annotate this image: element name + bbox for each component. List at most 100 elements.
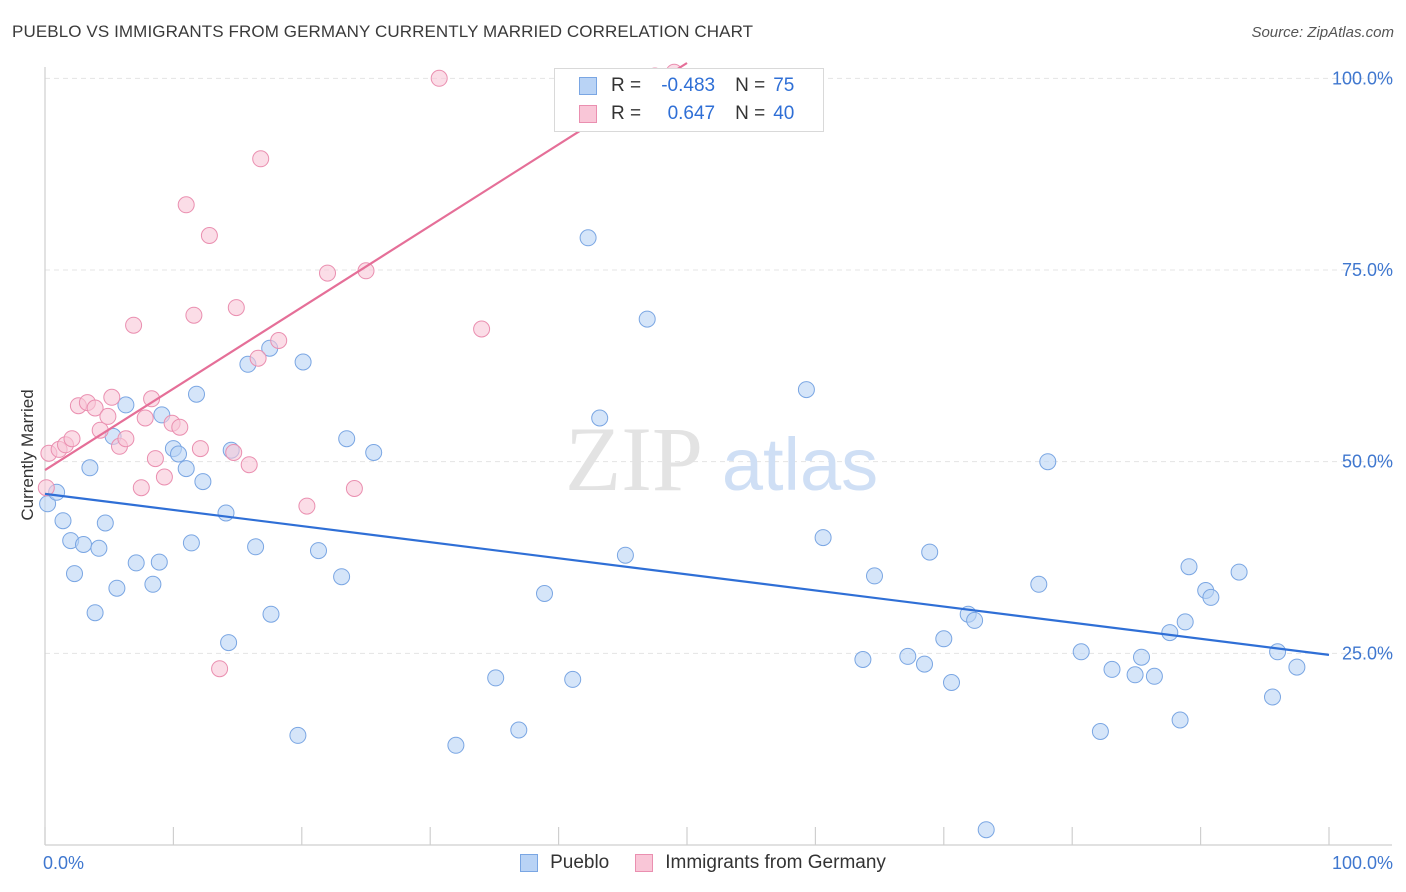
germany-point bbox=[155, 468, 173, 486]
y-tick-label: 25.0% bbox=[1342, 643, 1393, 663]
pueblo-swatch bbox=[579, 77, 597, 95]
r-label: R = bbox=[611, 75, 642, 96]
pueblo-point bbox=[75, 536, 92, 553]
pueblo-point bbox=[1091, 723, 1109, 740]
x-tick-label: 100.0% bbox=[1332, 853, 1393, 873]
pueblo-point bbox=[66, 565, 83, 583]
legend-item-pueblo[interactable]: Pueblo bbox=[520, 852, 609, 874]
pueblo-point bbox=[1288, 658, 1306, 676]
pueblo-point bbox=[217, 504, 235, 522]
germany-point bbox=[319, 264, 336, 282]
pueblo-point bbox=[935, 630, 953, 648]
germany-point bbox=[117, 430, 135, 448]
pueblo-point bbox=[1072, 643, 1090, 661]
pueblo-point bbox=[1180, 558, 1198, 576]
germany-point bbox=[185, 306, 203, 324]
pueblo-point bbox=[591, 409, 609, 427]
legend-item-germany[interactable]: Immigrants from Germany bbox=[635, 852, 886, 874]
pueblo-point bbox=[1269, 643, 1287, 661]
pueblo-swatch bbox=[520, 854, 539, 872]
series-legend: Pueblo Immigrants from Germany bbox=[0, 852, 1406, 874]
pueblo-point bbox=[1030, 575, 1048, 593]
pueblo-point bbox=[170, 445, 187, 463]
pueblo-trend-line bbox=[44, 492, 1330, 656]
source-credit: Source: ZipAtlas.com bbox=[1251, 24, 1394, 41]
germany-point bbox=[345, 480, 363, 497]
y-tick-labels: 25.0% 50.0% 75.0% 100.0% bbox=[1332, 68, 1393, 663]
germany-point bbox=[132, 479, 150, 497]
germany-point bbox=[143, 390, 161, 408]
y-tick-label: 100.0% bbox=[1332, 68, 1393, 88]
germany-point bbox=[473, 320, 491, 338]
n-label: N = bbox=[735, 75, 766, 96]
pueblo-point bbox=[1176, 613, 1194, 631]
germany-point bbox=[125, 316, 143, 334]
germany-point bbox=[191, 440, 209, 458]
pueblo-point bbox=[866, 567, 883, 585]
pueblo-point bbox=[579, 229, 597, 247]
legend-label: Immigrants from Germany bbox=[665, 852, 886, 873]
pueblo-point bbox=[536, 585, 553, 602]
r-value: -0.483 bbox=[661, 75, 716, 96]
pueblo-point bbox=[1039, 453, 1057, 471]
pueblo-point bbox=[510, 721, 528, 739]
pueblo-point bbox=[1145, 667, 1163, 685]
pueblo-point bbox=[108, 579, 126, 597]
germany-point bbox=[227, 299, 245, 317]
n-label: N = bbox=[735, 103, 766, 124]
x-tick-label: 0.0% bbox=[43, 853, 84, 873]
pueblo-point bbox=[333, 568, 351, 586]
pueblo-point bbox=[54, 512, 72, 530]
axes bbox=[44, 67, 1392, 846]
pueblo-point bbox=[289, 726, 307, 744]
pueblo-point bbox=[96, 514, 114, 532]
stats-legend: R = -0.483 N = 75 R = 0.647 N = 40 bbox=[554, 68, 824, 132]
pueblo-point bbox=[1230, 563, 1248, 581]
pueblo-point bbox=[365, 444, 383, 461]
pueblo-point bbox=[247, 538, 265, 556]
germany-point bbox=[225, 444, 243, 461]
x-tick-labels: 0.0% 100.0% bbox=[43, 853, 1393, 873]
pueblo-point bbox=[899, 647, 917, 665]
germany-point bbox=[270, 332, 288, 349]
n-value: 40 bbox=[773, 103, 795, 124]
pueblo-point bbox=[797, 381, 815, 399]
pueblo-point bbox=[194, 473, 212, 491]
pueblo-point bbox=[262, 605, 280, 623]
r-value: 0.647 bbox=[667, 103, 716, 124]
germany-point bbox=[103, 388, 121, 406]
chart-title: PUEBLO VS IMMIGRANTS FROM GERMANY CURREN… bbox=[12, 22, 754, 41]
germany-swatch bbox=[635, 854, 654, 872]
legend-label: Pueblo bbox=[550, 852, 610, 873]
germany-point bbox=[430, 69, 448, 87]
pueblo-point bbox=[144, 575, 162, 593]
pueblo-point bbox=[86, 604, 104, 622]
pueblo-point bbox=[564, 670, 582, 688]
germany-point bbox=[211, 660, 229, 678]
pueblo-point bbox=[1171, 711, 1189, 729]
germany-point bbox=[86, 399, 104, 417]
pueblo-point bbox=[177, 460, 195, 478]
pueblo-point bbox=[854, 651, 872, 668]
watermark-atlas: atlas bbox=[722, 423, 878, 506]
pueblo-point bbox=[916, 655, 933, 673]
y-tick-label: 75.0% bbox=[1342, 260, 1393, 280]
pueblo-point bbox=[1103, 660, 1121, 678]
pueblo-point bbox=[638, 310, 656, 328]
pueblo-point bbox=[814, 529, 832, 547]
pueblo-point bbox=[117, 396, 135, 414]
pueblo-point bbox=[188, 385, 205, 403]
pueblo-point bbox=[220, 634, 238, 652]
n-value: 75 bbox=[773, 75, 795, 96]
watermark: ZIP atlas bbox=[565, 408, 878, 510]
germany-point bbox=[136, 409, 154, 427]
pueblo-point bbox=[127, 554, 145, 572]
pueblo-point bbox=[1161, 624, 1179, 642]
pueblo-point bbox=[182, 534, 200, 552]
pueblo-point bbox=[310, 542, 327, 560]
watermark-zip: ZIP bbox=[565, 408, 703, 510]
pueblo-point bbox=[487, 669, 505, 687]
germany-point bbox=[63, 430, 81, 448]
germany-point bbox=[99, 407, 117, 425]
